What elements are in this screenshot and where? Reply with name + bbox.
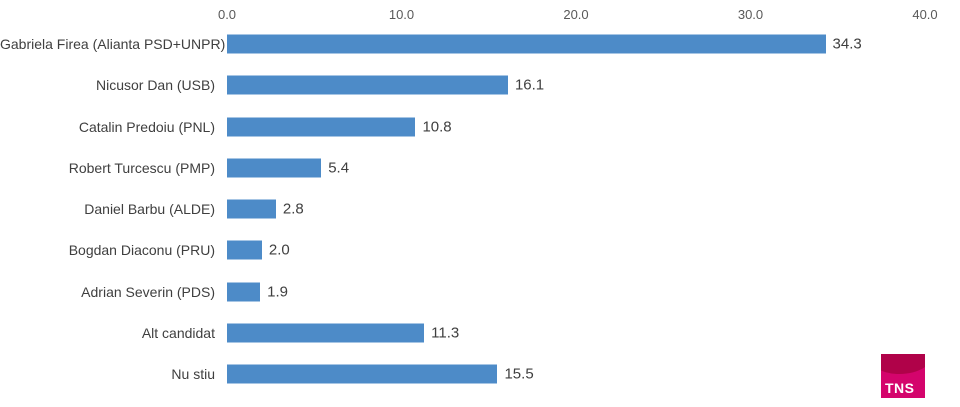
bar-value-label: 2.8: [282, 200, 304, 218]
bar-value-label: 16.1: [514, 76, 545, 94]
bar: [227, 75, 508, 95]
category-label: Nu stiu: [171, 366, 215, 382]
x-tick-label: 40.0: [912, 7, 938, 22]
x-tick-label: 10.0: [388, 7, 415, 22]
bar-value-label: 11.3: [431, 324, 460, 342]
category-label: Daniel Barbu (ALDE): [84, 201, 215, 217]
x-tick-label: 20.0: [563, 7, 589, 22]
bar: [227, 364, 498, 384]
x-tick-label: 0.0: [217, 7, 237, 22]
bar: [227, 199, 276, 219]
bar: [227, 34, 826, 54]
bar-value-label: 34.3: [832, 35, 862, 53]
bar-value-label: 2.0: [268, 241, 290, 259]
tns-logo-graphic: [881, 354, 925, 398]
bar-value-label: 5.4: [328, 159, 350, 177]
x-tick-label: 30.0: [737, 7, 764, 22]
bar: [227, 117, 416, 136]
category-label: Adrian Severin (PDS): [81, 283, 215, 300]
category-label: Gabriela Firea (Alianta PSD+UNPR): [0, 36, 226, 52]
bar: [227, 282, 261, 301]
category-label: Alt candidat: [141, 324, 215, 341]
category-label: Robert Turcescu (PMP): [68, 159, 215, 176]
category-label: Nicusor Dan (USB): [95, 77, 215, 94]
bar: [227, 158, 322, 178]
category-label: Bogdan Diaconu (PRU): [68, 242, 215, 259]
bar-value-label: 15.5: [504, 365, 534, 383]
tns-logo: TNS: [881, 354, 925, 398]
category-label: Catalin Predoiu (PNL): [78, 118, 215, 135]
bar-value-label: 10.8: [422, 118, 452, 135]
bar: [227, 240, 262, 260]
bar: [227, 323, 425, 343]
tns-logo-text: TNS: [885, 380, 915, 396]
tns-logo-shade: [881, 354, 925, 375]
bar-value-label: 1.9: [267, 283, 288, 300]
